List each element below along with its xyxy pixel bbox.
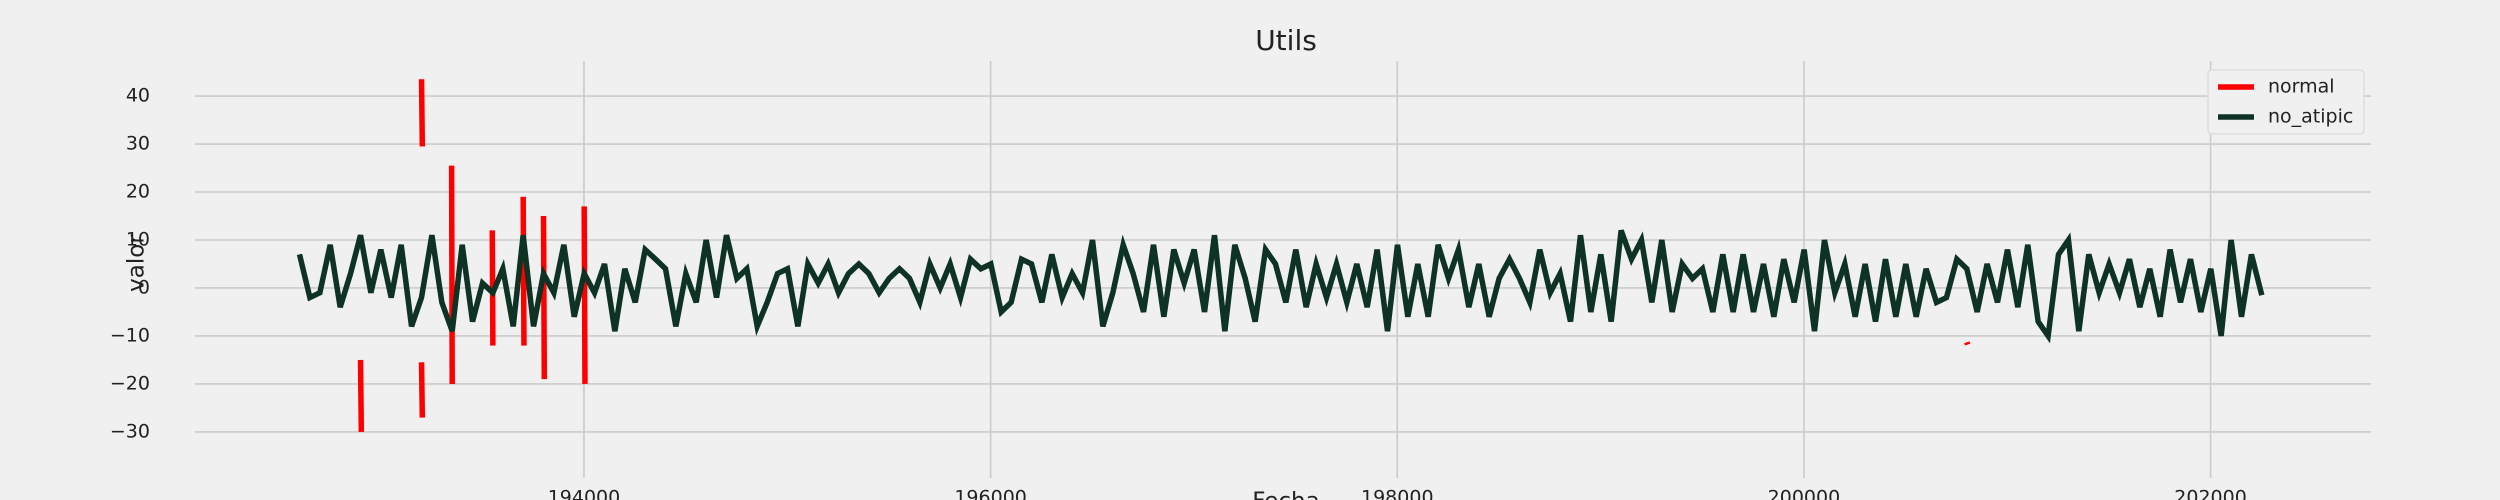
x-tick-label: 198000 [1361,487,1434,500]
y-tick-label: −10 [110,324,150,346]
chart-title: Utils [1255,24,1317,57]
y-tick-label: 10 [126,228,150,250]
y-tick-label: 30 [126,133,150,155]
x-tick-label: 202000 [2174,487,2247,500]
legend-label: normal [2268,76,2335,98]
series-line [296,229,2265,344]
legend: normal no_atipic [2207,69,2365,135]
x-tick-label: 194000 [548,487,621,500]
x-tick-label: 200000 [1768,487,1841,500]
y-axis-label: valor [124,234,150,292]
x-tick-label: 196000 [954,487,1027,500]
y-tick-label: 0 [138,276,150,298]
y-tick-label: 20 [126,181,150,203]
series-line [357,79,1971,432]
x-axis-label: Fecha [1252,489,1319,500]
plot-area [296,79,2265,432]
y-tick-label: −20 [110,372,150,394]
legend-label: no_atipic [2268,106,2353,128]
y-tick-label: −30 [110,420,150,442]
y-tick-label: 40 [126,85,150,107]
